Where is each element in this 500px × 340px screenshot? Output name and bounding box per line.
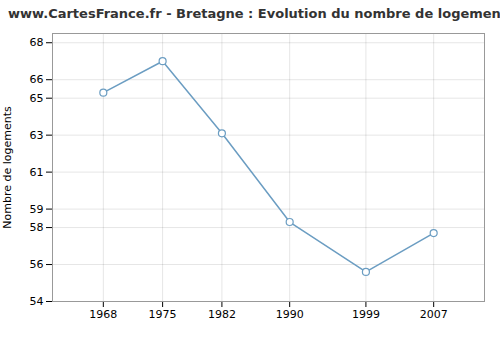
svg-text:68: 68 — [30, 36, 44, 49]
svg-text:1999: 1999 — [352, 308, 380, 321]
svg-text:54: 54 — [30, 295, 44, 308]
svg-text:58: 58 — [30, 221, 44, 234]
svg-text:2007: 2007 — [420, 308, 448, 321]
svg-text:1975: 1975 — [149, 308, 177, 321]
svg-text:56: 56 — [30, 258, 44, 271]
svg-text:59: 59 — [30, 203, 44, 216]
svg-text:63: 63 — [30, 129, 44, 142]
svg-text:1990: 1990 — [276, 308, 304, 321]
svg-text:1968: 1968 — [89, 308, 117, 321]
svg-text:61: 61 — [30, 166, 44, 179]
svg-text:65: 65 — [30, 92, 44, 105]
svg-text:66: 66 — [30, 73, 44, 86]
svg-text:Nombre de logements: Nombre de logements — [1, 106, 14, 229]
svg-text:1982: 1982 — [208, 308, 236, 321]
